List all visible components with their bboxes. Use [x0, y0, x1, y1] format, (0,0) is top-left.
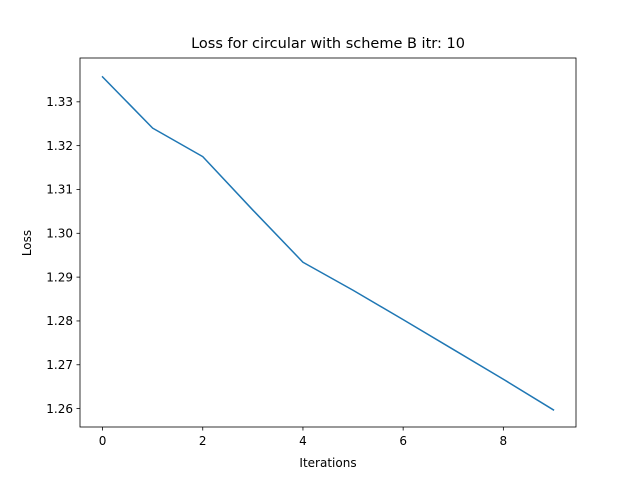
y-tick-label: 1.31 [46, 183, 73, 197]
x-tick-label: 2 [199, 434, 207, 448]
series-line-0 [101, 75, 555, 411]
y-tick-label: 1.28 [46, 314, 73, 328]
y-tick-label: 1.26 [46, 402, 73, 416]
x-tick-label: 8 [500, 434, 508, 448]
x-tick-label: 4 [299, 434, 307, 448]
y-axis-title: Loss [20, 230, 34, 256]
y-tick-label: 1.27 [46, 358, 73, 372]
chart-title: Loss for circular with scheme B itr: 10 [191, 36, 465, 52]
y-tick-label: 1.32 [46, 139, 73, 153]
y-tick-label: 1.30 [46, 226, 73, 240]
x-tick-label: 0 [99, 434, 107, 448]
plot-area: 0 2 4 6 8 1.26 1.27 1.28 1.29 1.30 1.31 1.32 1.33 [46, 57, 577, 448]
x-tick-label: 6 [399, 434, 407, 448]
y-tick-label: 1.33 [46, 95, 73, 109]
x-axis-title: Iterations [299, 456, 356, 470]
y-tick-label: 1.29 [46, 270, 73, 284]
axes-frame [79, 57, 577, 428]
